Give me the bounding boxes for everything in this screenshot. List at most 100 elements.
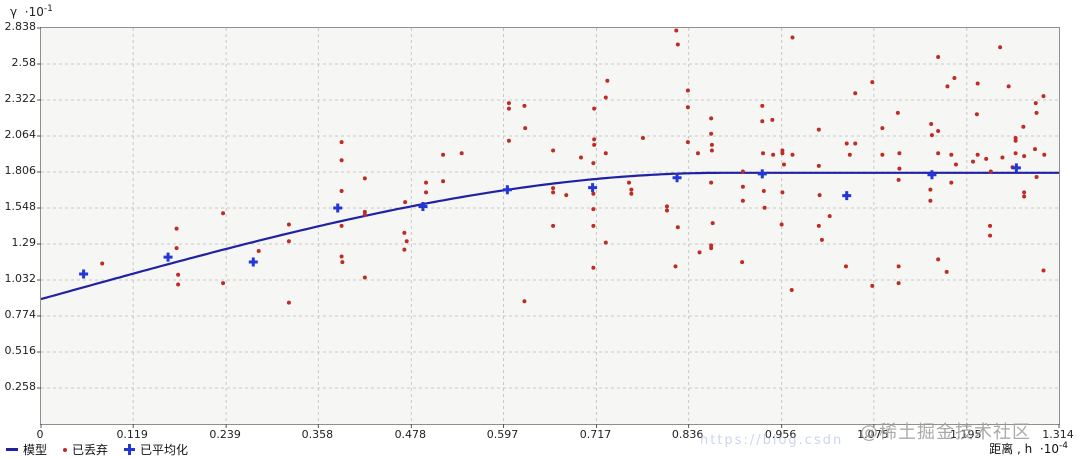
plot-area: [37, 27, 1060, 428]
averaged-point: [672, 173, 682, 183]
discarded-point: [790, 152, 795, 157]
averaged-point: [333, 203, 343, 213]
discarded-point: [936, 128, 941, 133]
discarded-point: [362, 275, 367, 280]
discarded-point: [592, 142, 597, 147]
x-tick-label: 0: [36, 428, 44, 441]
discarded-point: [685, 105, 690, 110]
watermark-url-text: https://blog.csdn: [700, 433, 844, 448]
discarded-point: [591, 191, 596, 196]
discarded-point: [897, 151, 902, 156]
discarded-point: [441, 179, 446, 184]
discarded-point: [709, 180, 714, 185]
discarded-point: [629, 187, 634, 192]
discarded-point: [675, 225, 680, 230]
discarded-point: [988, 233, 993, 238]
discarded-point: [929, 133, 934, 138]
discarded-point: [629, 191, 634, 196]
x-tick-label: 0.597: [486, 428, 519, 441]
discarded-point: [949, 180, 954, 185]
discarded-dot-icon: [63, 447, 68, 452]
averaged-point: [588, 183, 598, 193]
discarded-point: [424, 180, 429, 185]
legend-item: 模型: [6, 441, 47, 458]
discarded-point: [1034, 110, 1039, 115]
discarded-point: [1041, 268, 1046, 273]
discarded-point: [286, 300, 291, 305]
discarded-point: [424, 190, 429, 195]
x-axis-multiplier: ·10: [1039, 442, 1060, 456]
discarded-point: [591, 223, 596, 228]
discarded-point: [685, 88, 690, 93]
discarded-point: [936, 55, 941, 60]
discarded-point: [564, 193, 569, 198]
legend-item: 已丢弃: [63, 441, 108, 458]
discarded-point: [174, 246, 179, 251]
discarded-point: [1006, 84, 1011, 89]
discarded-point: [870, 283, 875, 288]
discarded-point: [1013, 151, 1018, 156]
averaged-point: [842, 191, 852, 201]
discarded-point: [819, 237, 824, 242]
averaged-point: [927, 170, 937, 180]
discarded-point: [506, 138, 511, 143]
discarded-point: [944, 269, 949, 274]
discarded-point: [506, 106, 511, 111]
discarded-point: [339, 188, 344, 193]
discarded-point: [853, 141, 858, 146]
discarded-point: [1033, 101, 1038, 106]
y-tick-label: 2.58: [11, 56, 37, 69]
discarded-point: [221, 211, 226, 216]
discarded-point: [709, 131, 714, 136]
discarded-point: [664, 204, 669, 209]
discarded-point: [1022, 190, 1027, 195]
x-tick-label: 1.075: [857, 428, 889, 441]
discarded-point: [928, 187, 933, 192]
discarded-point: [339, 254, 344, 259]
discarded-point: [781, 162, 786, 167]
discarded-point: [952, 75, 957, 80]
discarded-point: [709, 148, 714, 153]
discarded-point: [441, 152, 446, 157]
x-tick-label: 0.119: [116, 428, 148, 441]
discarded-point: [522, 103, 527, 108]
discarded-point: [286, 239, 291, 244]
chart-canvas: [37, 27, 1060, 428]
discarded-point: [760, 119, 765, 124]
discarded-point: [627, 180, 632, 185]
discarded-point: [936, 151, 941, 156]
discarded-point: [362, 212, 367, 217]
discarded-point: [664, 208, 669, 213]
discarded-point: [998, 45, 1003, 50]
x-tick-label: 0.358: [301, 428, 334, 441]
y-tick-label: 1.29: [11, 236, 37, 249]
averaged-plus-icon: [124, 444, 136, 455]
discarded-point: [459, 151, 464, 156]
discarded-point: [740, 169, 745, 174]
discarded-point: [1013, 135, 1018, 140]
discarded-point: [953, 162, 958, 167]
discarded-point: [740, 198, 745, 203]
discarded-point: [870, 80, 875, 85]
discarded-point: [709, 243, 714, 248]
discarded-point: [790, 35, 795, 40]
discarded-point: [844, 141, 849, 146]
discarded-point: [895, 110, 900, 115]
y-tick-label: 2.838: [4, 20, 37, 33]
discarded-point: [603, 151, 608, 156]
discarded-point: [762, 205, 767, 210]
discarded-point: [592, 137, 597, 142]
y-tick-label: 1.806: [4, 164, 37, 177]
discarded-point: [404, 239, 409, 244]
discarded-point: [709, 246, 714, 251]
legend-label: 已丢弃: [72, 443, 109, 457]
discarded-point: [1021, 124, 1026, 129]
discarded-point: [853, 91, 858, 96]
discarded-point: [522, 299, 527, 304]
discarded-point: [975, 81, 980, 86]
discarded-point: [880, 152, 885, 157]
discarded-point: [760, 103, 765, 108]
discarded-point: [740, 260, 745, 265]
discarded-point: [817, 193, 822, 198]
